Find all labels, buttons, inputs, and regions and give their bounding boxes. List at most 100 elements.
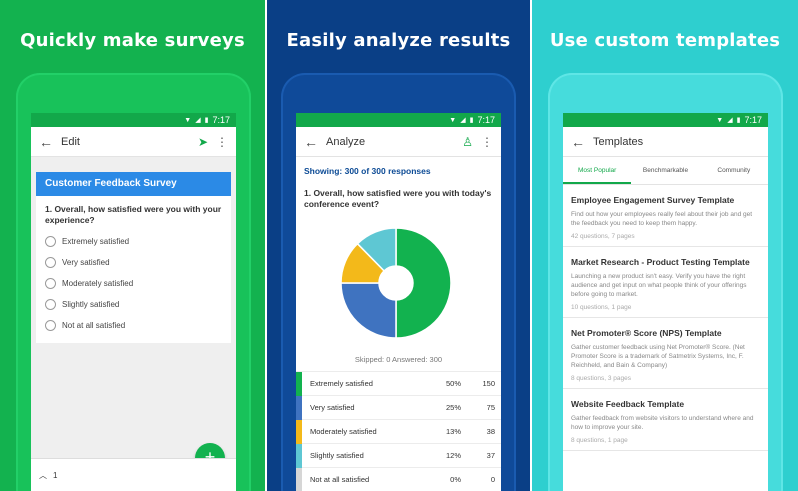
results-count: 150	[482, 379, 495, 388]
back-arrow-icon[interactable]: ←	[39, 133, 53, 150]
signal-icon: ◢	[195, 117, 201, 124]
status-time: 7:17	[477, 115, 495, 125]
skipped-answered: Skipped: 0 Answered: 300	[354, 355, 443, 364]
template-item[interactable]: Employee Engagement Survey Template Find…	[563, 185, 768, 247]
template-description: Gather feedback from website visitors to…	[571, 415, 754, 431]
results-label: Moderately satisfied	[310, 427, 377, 436]
results-count: 0	[490, 475, 495, 484]
send-icon[interactable]: ➤	[197, 134, 208, 149]
option-label: Not at all satisfied	[62, 320, 126, 330]
radio-button[interactable]	[45, 277, 56, 289]
phone-screen-templates: ▼ ◢ ▮ 7:17 ← Templates Most Popular Benc…	[563, 113, 768, 491]
status-bar: ▼ ◢ ▮ 7:17	[31, 113, 236, 127]
page-number: 1	[53, 470, 58, 480]
page-title: Analyze	[326, 135, 366, 148]
wifi-icon: ▼	[716, 116, 724, 124]
color-swatch	[296, 419, 302, 444]
wifi-icon: ▼	[184, 116, 192, 124]
results-row: Not at all satisfied 0% 0	[296, 467, 501, 491]
pie-slice-slightly-satisfied	[356, 227, 397, 272]
option-label: Slightly satisfied	[62, 299, 120, 309]
survey-title[interactable]: Customer Feedback Survey	[36, 172, 231, 196]
page-navigator: ︿ 1	[31, 458, 236, 491]
signal-icon: ◢	[727, 117, 733, 124]
tab-benchmarkable[interactable]: Benchmarkable	[642, 167, 689, 174]
template-meta: 8 questions, 1 page	[571, 436, 628, 444]
results-count: 38	[486, 427, 495, 436]
results-label: Not at all satisfied	[310, 475, 370, 484]
answer-option[interactable]: Extremely satisfied	[36, 231, 231, 252]
share-icon[interactable]: ♙	[462, 134, 473, 149]
divider	[265, 0, 267, 491]
option-label: Extremely satisfied	[62, 236, 130, 246]
battery-icon: ▮	[204, 117, 209, 124]
app-bar: ← Edit ➤ ⋮	[31, 127, 236, 157]
results-row: Very satisfied 25% 75	[296, 395, 501, 420]
headline-analyze-results: Easily analyze results	[286, 30, 511, 51]
results-count: 75	[486, 403, 495, 412]
template-item[interactable]: Net Promoter® Score (NPS) Template Gathe…	[563, 318, 768, 389]
option-label: Very satisfied	[62, 257, 110, 267]
template-meta: 10 questions, 1 page	[571, 303, 632, 311]
app-bar: ← Analyze ♙ ⋮	[296, 127, 501, 157]
phone-screen-analyze: ▼ ◢ ▮ 7:17 ← Analyze ♙ ⋮ Showing: 300 of…	[296, 113, 501, 491]
results-label: Very satisfied	[310, 403, 355, 412]
template-description: Gather customer feedback using Net Promo…	[571, 344, 745, 369]
battery-icon: ▮	[469, 117, 474, 124]
status-time: 7:17	[744, 115, 762, 125]
template-tabs: Most Popular Benchmarkable Community	[563, 157, 768, 185]
template-title: Website Feedback Template	[571, 398, 685, 409]
template-meta: 8 questions, 3 pages	[571, 374, 631, 382]
headline-custom-templates: Use custom templates	[549, 30, 781, 51]
radio-button[interactable]	[45, 256, 56, 268]
panel-custom-templates: Use custom templates ▼ ◢ ▮ 7:17 ← Templa…	[532, 0, 798, 491]
status-bar: ▼ ◢ ▮ 7:17	[296, 113, 501, 127]
pie-slice-very-satisfied	[340, 282, 397, 339]
results-percent: 50%	[445, 379, 461, 388]
radio-button[interactable]	[45, 235, 56, 247]
results-percent: 0%	[450, 475, 461, 484]
survey-card: Customer Feedback Survey 1. Overall, how…	[36, 172, 231, 343]
chevron-up-icon[interactable]: ︿	[39, 470, 47, 480]
headline-make-surveys: Quickly make surveys	[20, 30, 245, 51]
answer-option[interactable]: Not at all satisfied	[36, 315, 231, 336]
pie-slice-extremely-satisfied	[395, 227, 452, 339]
results-row: Moderately satisfied 13% 38	[296, 419, 501, 444]
template-title: Employee Engagement Survey Template	[571, 195, 735, 205]
template-description: Find out how your employees really feel …	[571, 211, 753, 228]
back-arrow-icon[interactable]: ←	[304, 133, 318, 150]
tab-community[interactable]: Community	[717, 167, 751, 174]
panel-make-surveys: Quickly make surveys ▼ ◢ ▮ 7:17 ← Edit ➤…	[0, 0, 265, 491]
battery-icon: ▮	[736, 117, 741, 124]
color-swatch	[296, 467, 302, 491]
signal-icon: ◢	[460, 117, 466, 124]
page-title: Templates	[593, 135, 644, 148]
question-text: 1. Overall, how satisfied were you with …	[45, 204, 222, 226]
color-swatch	[296, 395, 302, 420]
template-item[interactable]: Website Feedback Template Gather feedbac…	[563, 389, 768, 451]
results-count: 37	[486, 451, 495, 460]
answer-option[interactable]: Moderately satisfied	[36, 273, 231, 294]
donut-chart	[340, 227, 452, 339]
panel-analyze-results: Easily analyze results ▼ ◢ ▮ 7:17 ← Anal…	[267, 0, 530, 491]
radio-button[interactable]	[45, 319, 56, 331]
template-description: Launching a new product isn't easy. Veri…	[571, 273, 747, 298]
more-options-icon[interactable]: ⋮	[216, 134, 228, 149]
radio-button[interactable]	[45, 298, 56, 310]
response-count: Showing: 300 of 300 responses	[304, 166, 431, 176]
results-label: Extremely satisfied	[310, 379, 373, 388]
results-row: Extremely satisfied 50% 150	[296, 371, 501, 396]
app-bar: ← Templates	[563, 127, 768, 157]
results-percent: 13%	[445, 427, 461, 436]
divider	[530, 0, 532, 491]
more-options-icon[interactable]: ⋮	[481, 134, 493, 149]
tab-most-popular[interactable]: Most Popular	[563, 157, 632, 184]
question-text: 1. Overall, how satisfied were you with …	[304, 188, 492, 210]
back-arrow-icon[interactable]: ←	[571, 133, 585, 150]
template-item[interactable]: Market Research - Product Testing Templa…	[563, 247, 768, 318]
template-title: Net Promoter® Score (NPS) Template	[571, 327, 722, 338]
status-time: 7:17	[212, 115, 230, 125]
answer-option[interactable]: Slightly satisfied	[36, 294, 231, 315]
answer-option[interactable]: Very satisfied	[36, 252, 231, 273]
